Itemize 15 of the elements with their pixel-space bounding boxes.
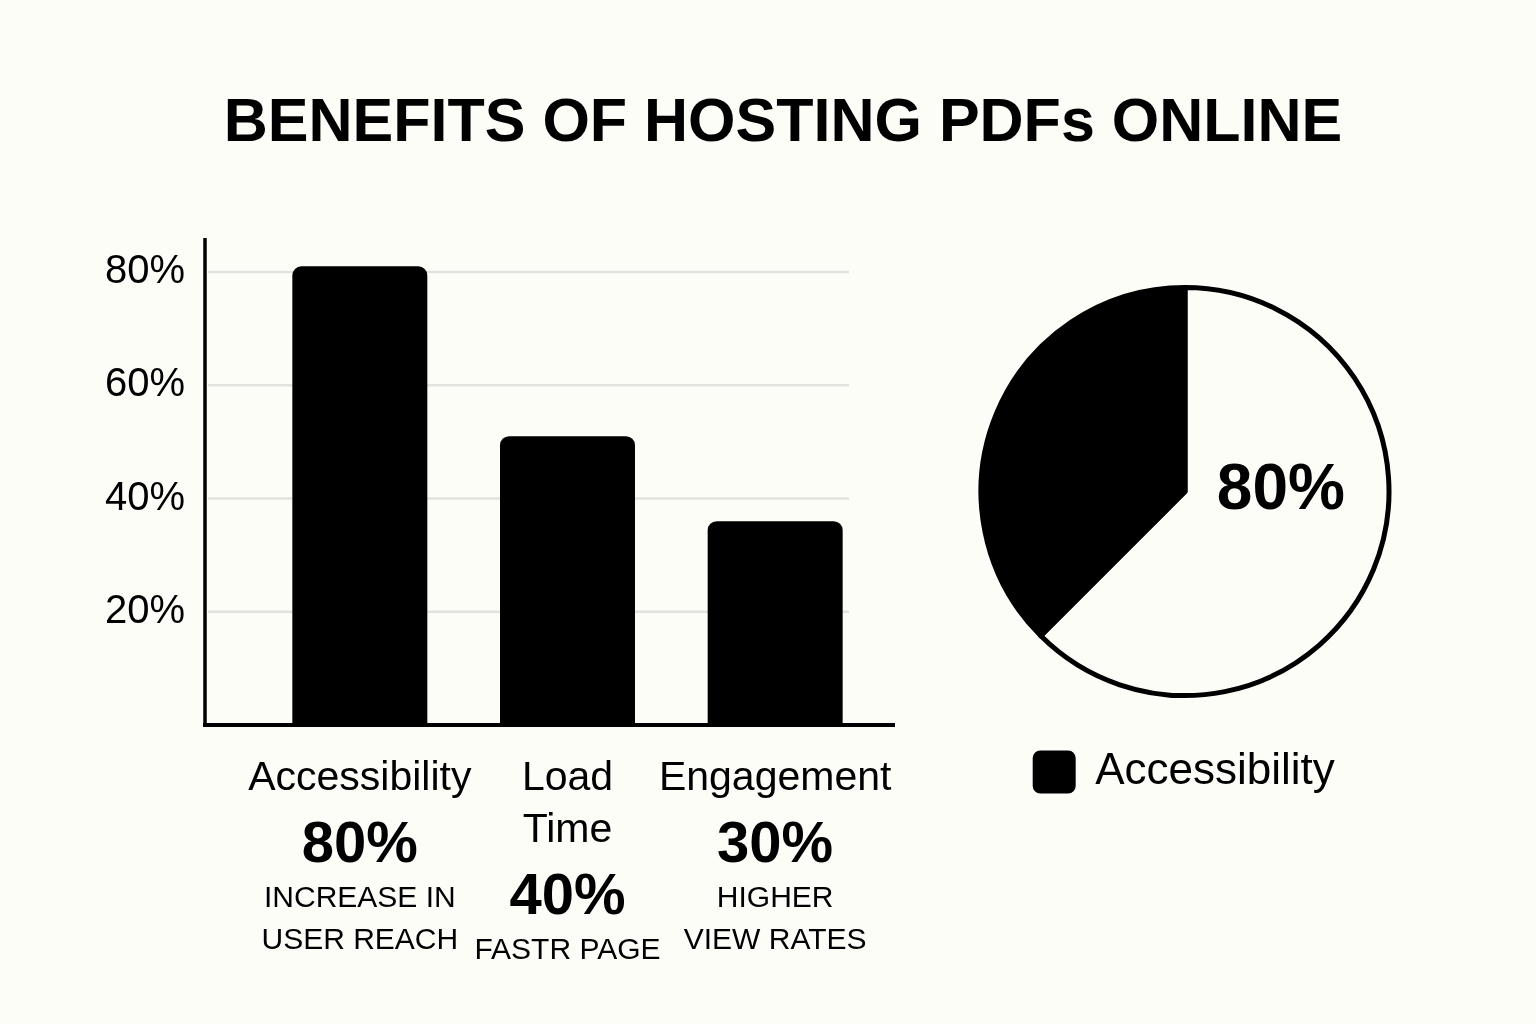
- y-tick-label: 80%: [104, 247, 185, 292]
- text: INCREASE IN USER REACH: [260, 879, 460, 957]
- text: 80%: [301, 809, 418, 874]
- x-tick-label: Engagement: [658, 752, 892, 801]
- x-tick-label: Accessibility: [248, 752, 472, 801]
- text: FASTR PAGE: [473, 931, 662, 967]
- y-tick-label: 60%: [104, 360, 185, 405]
- chart-title: BENEFITS OF HOSTING PDFs ONLINE: [223, 85, 1343, 156]
- text: 40%: [509, 861, 626, 926]
- y-tick-label: 40%: [104, 473, 185, 518]
- text: 30%: [717, 809, 834, 874]
- text: HIGHER VIEW RATES: [682, 879, 868, 957]
- text: 80%: [1216, 451, 1345, 524]
- y-tick-label: 20%: [104, 586, 185, 631]
- x-tick-label: Load Time: [521, 752, 614, 853]
